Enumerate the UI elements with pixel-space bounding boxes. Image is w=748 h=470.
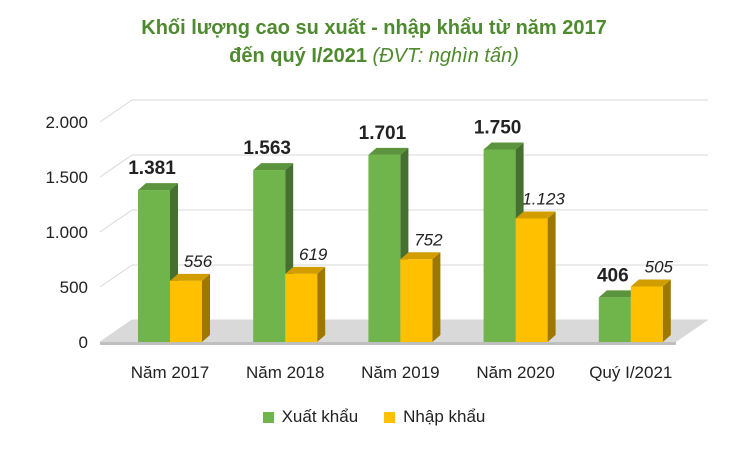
x-tick-label: Năm 2017: [131, 363, 209, 382]
data-label-import: 619: [299, 245, 328, 264]
y-tick-label: 2.000: [45, 113, 88, 132]
x-tick-label: Năm 2020: [476, 363, 554, 382]
data-label-import: 556: [184, 252, 213, 271]
bar-export: [483, 149, 516, 342]
bar-top: [483, 142, 524, 150]
bar-export: [598, 297, 631, 342]
bar-import: [630, 286, 663, 342]
chart-title: Khối lượng cao su xuất - nhập khẩu từ nă…: [0, 14, 748, 70]
title-line-2: đến quý I/2021: [229, 45, 367, 67]
data-label-import: 505: [645, 257, 674, 276]
x-tick-label: Quý I/2021: [589, 363, 672, 382]
bar-side: [547, 211, 556, 342]
bar-top: [368, 147, 409, 155]
grid-diagonal: [99, 154, 133, 178]
bar-export: [253, 170, 286, 342]
bar-side: [317, 266, 326, 342]
y-tick-label: 1.500: [45, 168, 88, 187]
bar-import: [400, 259, 433, 342]
legend-swatch-import: [384, 411, 396, 423]
legend-swatch-export: [262, 411, 274, 423]
legend-label-import: Nhập khẩu: [403, 407, 486, 426]
bar-import: [515, 218, 548, 342]
x-tick-label: Năm 2019: [361, 363, 439, 382]
legend-label-export: Xuất khẩu: [281, 407, 359, 426]
chart-floor-edge: [100, 342, 676, 345]
legend: Xuất khẩu Nhập khẩu: [0, 407, 748, 427]
title-unit: (ĐVT: nghìn tấn): [372, 45, 519, 67]
bar-top: [285, 266, 326, 274]
data-label-export: 406: [597, 265, 629, 286]
data-label-import: 1.123: [522, 189, 565, 208]
title-line-1: Khối lượng cao su xuất - nhập khẩu từ nă…: [141, 17, 607, 39]
grid-diagonal: [99, 264, 133, 288]
bar-export: [138, 190, 170, 342]
title-line-2-wrap: đến quý I/2021 (ĐVT: nghìn tấn): [0, 42, 748, 70]
data-label-export: 1.750: [474, 118, 522, 139]
bar-import: [170, 280, 202, 342]
bar-top: [400, 252, 441, 260]
bar-side: [202, 273, 210, 342]
bar-top: [630, 279, 671, 287]
bar-side: [662, 279, 671, 342]
bar-top: [598, 290, 639, 298]
data-label-export: 1.701: [359, 123, 407, 144]
legend-item-import: Nhập khẩu: [384, 407, 485, 427]
bar-import: [285, 273, 318, 342]
grid-diagonal: [99, 209, 133, 233]
grid-diagonal: [99, 99, 133, 123]
bar-side: [432, 252, 441, 342]
bar-top: [515, 211, 556, 219]
bar-top: [170, 273, 210, 281]
y-tick-label: 0: [79, 333, 88, 352]
x-tick-label: Năm 2018: [246, 363, 324, 382]
bar-top: [253, 163, 294, 171]
bar-top: [138, 183, 178, 191]
bar-export: [368, 154, 401, 342]
data-label-export: 1.381: [128, 158, 176, 179]
y-tick-label: 1.000: [45, 223, 88, 242]
y-tick-label: 500: [60, 278, 88, 297]
legend-item-export: Xuất khẩu: [262, 407, 359, 427]
data-label-import: 752: [414, 230, 443, 249]
data-label-export: 1.563: [243, 138, 291, 159]
